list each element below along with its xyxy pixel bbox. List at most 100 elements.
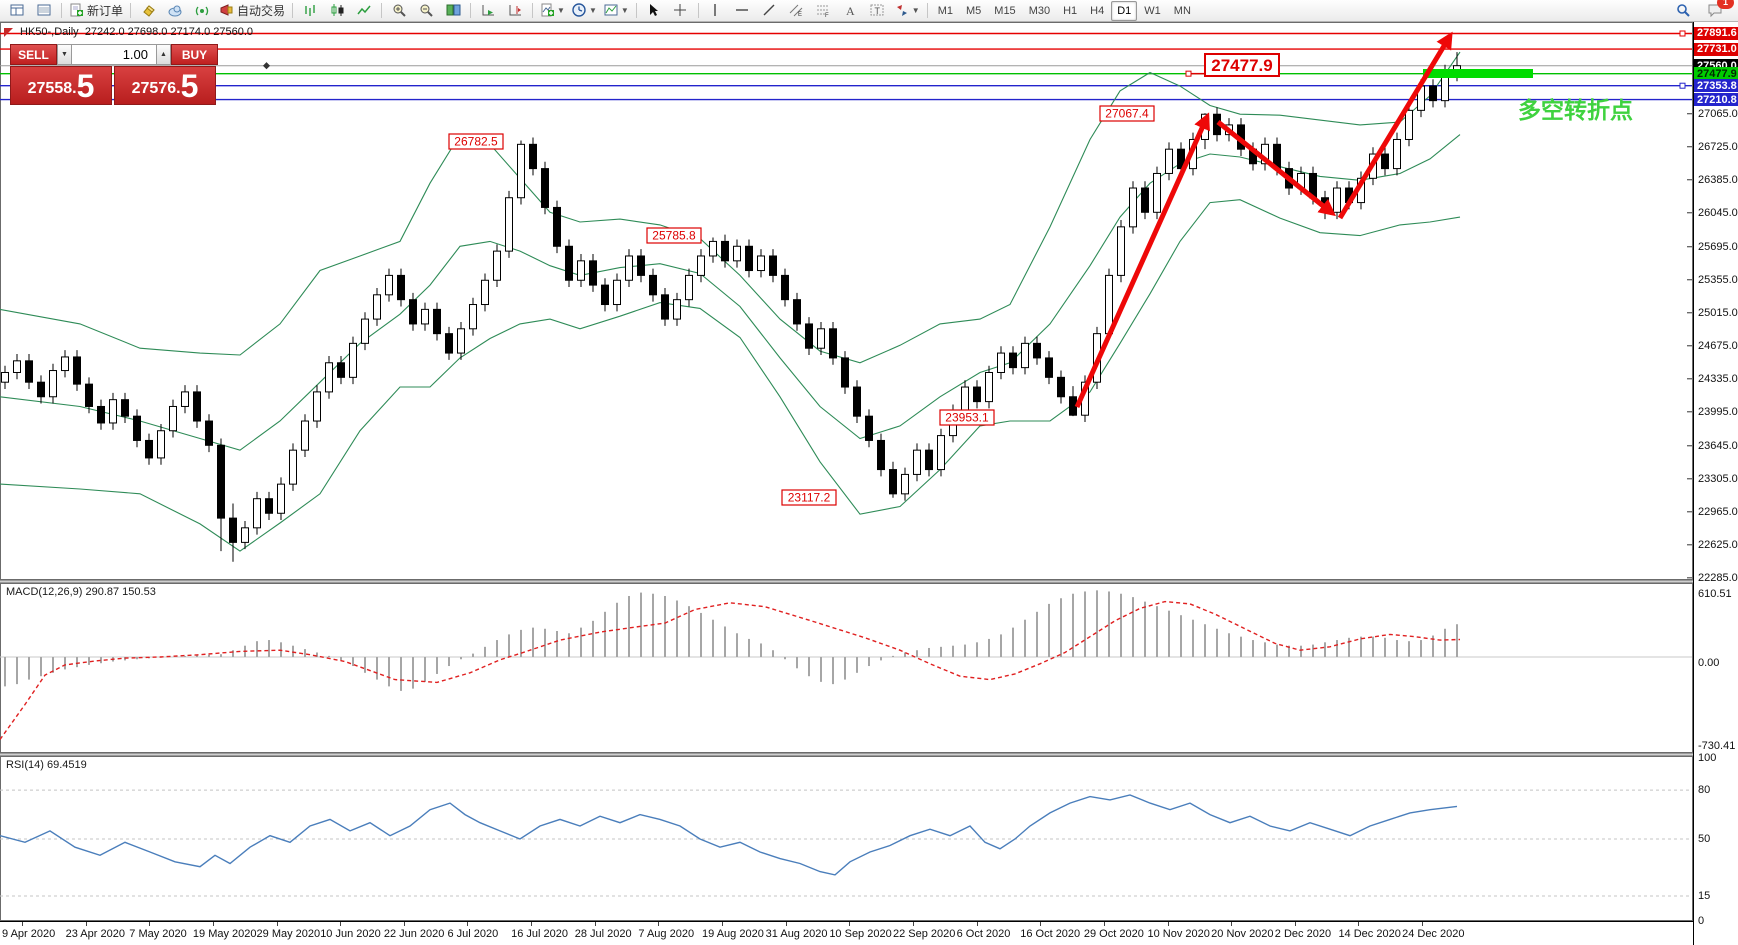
auto-scroll-icon[interactable] (475, 0, 501, 22)
bar-chart-icon[interactable] (297, 0, 323, 22)
sell-price[interactable]: 27558. 5 (10, 66, 112, 105)
candle (649, 268, 657, 302)
candle (721, 234, 729, 268)
green-level-bar[interactable] (1423, 69, 1533, 78)
hline (736, 9, 749, 11)
trend-arrow-2[interactable] (1216, 120, 1336, 217)
candle (625, 249, 633, 288)
signals-icon[interactable] (189, 0, 215, 22)
label-button[interactable]: T (865, 0, 891, 22)
search-icon[interactable] (1670, 0, 1696, 22)
sell-button[interactable]: SELL (10, 44, 57, 65)
fibonacci-button[interactable]: F (811, 0, 837, 22)
date-label: 22 Jun 2020 (383, 928, 445, 940)
cloud (168, 5, 182, 17)
volume-decrease-button[interactable]: ▼ (57, 44, 72, 65)
price-tick-label: 25695.0 (1698, 240, 1738, 253)
community-icon[interactable] (162, 0, 188, 22)
svg-text:26782.5: 26782.5 (454, 135, 498, 149)
line-chart-icon[interactable] (351, 0, 377, 22)
candle (829, 322, 837, 365)
candle (109, 392, 117, 430)
timeframe-mn[interactable]: MN (1173, 4, 1191, 17)
one-click-toggle-icon[interactable] (4, 28, 13, 37)
new-order-button[interactable]: 新订单 (66, 0, 126, 22)
search (1676, 4, 1690, 17)
timeframe-w1[interactable]: W1 (1144, 4, 1161, 17)
candle (673, 292, 681, 326)
shapes-button[interactable]: ▼ (892, 0, 923, 22)
candle (337, 355, 345, 385)
buy-price-dot: . (176, 80, 181, 97)
candle (637, 249, 645, 283)
candle-chart-icon[interactable] (324, 0, 350, 22)
price-annotation[interactable]: 23117.2 (781, 489, 837, 506)
profiles-button[interactable]: ▼ (569, 0, 600, 22)
volume-increase-button[interactable]: ▲ (156, 44, 171, 65)
candle (469, 297, 477, 336)
rsi-pane[interactable] (0, 756, 1693, 921)
date-label: 28 Jul 2020 (574, 928, 632, 940)
timeframe-h1[interactable]: H1 (1063, 4, 1078, 17)
date-label: 2 Dec 2020 (1274, 928, 1332, 940)
pane-splitter-rsi[interactable] (0, 753, 1738, 756)
price-annotation[interactable]: 27477.9 (1185, 53, 1280, 77)
timeframe-m1[interactable]: M1 (937, 4, 953, 17)
eraser (142, 5, 155, 17)
timeframe-m15[interactable]: M15 (994, 4, 1016, 17)
toolbar-separator (61, 3, 62, 18)
price-tick-label: 23305.0 (1698, 472, 1738, 485)
vline-button[interactable] (703, 0, 729, 22)
trendline-button[interactable] (757, 0, 783, 22)
tile-windows-icon[interactable] (440, 0, 466, 22)
trend-arrow-3[interactable] (1337, 31, 1453, 220)
autotrading-button[interactable]: 自动交易 (216, 0, 288, 22)
timeframe-m30[interactable]: M30 (1028, 4, 1051, 17)
price-level-badge: 27210.8 (1694, 93, 1738, 107)
eraser-icon[interactable] (135, 0, 161, 22)
new-chart-button[interactable]: ▼ (537, 0, 568, 22)
timeframe-m5[interactable]: M5 (966, 4, 982, 17)
candle (49, 363, 57, 404)
candle (661, 288, 669, 326)
date-label: 6 Oct 2020 (956, 928, 1011, 940)
time-axis[interactable]: 9 Apr 2020 23 Apr 2020 7 May 2020 19 May 20… (0, 921, 1693, 945)
cursor-button[interactable] (641, 0, 667, 22)
rsi-axis-label: 0 (1698, 914, 1705, 927)
trend-arrow-1[interactable] (1074, 112, 1210, 409)
sell-price-int: 27558 (27, 80, 73, 97)
date-label: 19 May 2020 (192, 928, 257, 940)
candle (157, 423, 165, 465)
note-text[interactable]: 多空转折点 (1518, 97, 1633, 123)
price-annotation[interactable]: 25785.8 (646, 227, 702, 244)
chart-window-icon[interactable] (4, 0, 30, 22)
crosshair-button[interactable] (668, 0, 694, 22)
main-chart[interactable]: 26782.5 25785.8 27067.4 23953.1 23117.2 27477… (0, 22, 1693, 580)
text-button[interactable]: A (838, 0, 864, 22)
templates-button[interactable]: ▼ (601, 0, 632, 22)
volume-input[interactable]: 1.00 (72, 44, 156, 65)
grid-window (10, 4, 23, 16)
timeframe-h4[interactable]: H4 (1090, 4, 1105, 17)
price-level-badge: 27891.6 (1694, 26, 1738, 40)
buy-button[interactable]: BUY (171, 44, 218, 65)
price-annotation[interactable]: 23953.1 (939, 409, 995, 426)
price-tick-label: 23995.0 (1698, 405, 1738, 418)
candle (589, 254, 597, 292)
macd-pane[interactable] (0, 583, 1693, 753)
buy-price[interactable]: 27576. 5 (114, 66, 216, 105)
chart-shift-icon[interactable] (502, 0, 528, 22)
price-axis[interactable]: 27065.0 26725.0 26385.0 26045.0 25695.0 25355… (1693, 22, 1738, 945)
data-window-icon[interactable] (31, 0, 57, 22)
timeframe-d1[interactable]: D1 (1111, 0, 1138, 21)
candle (565, 239, 573, 288)
price-annotation[interactable]: 27067.4 (1099, 105, 1155, 122)
trendline (763, 4, 775, 16)
price-annotation[interactable]: 26782.5 (448, 133, 504, 150)
hline-button[interactable] (730, 0, 756, 22)
notifications-icon[interactable]: 1 (1702, 0, 1734, 22)
pane-splitter-macd[interactable] (0, 580, 1738, 583)
zoom-in-icon[interactable] (386, 0, 412, 22)
zoom-out-icon[interactable] (413, 0, 439, 22)
channel-button[interactable]: E (784, 0, 810, 22)
